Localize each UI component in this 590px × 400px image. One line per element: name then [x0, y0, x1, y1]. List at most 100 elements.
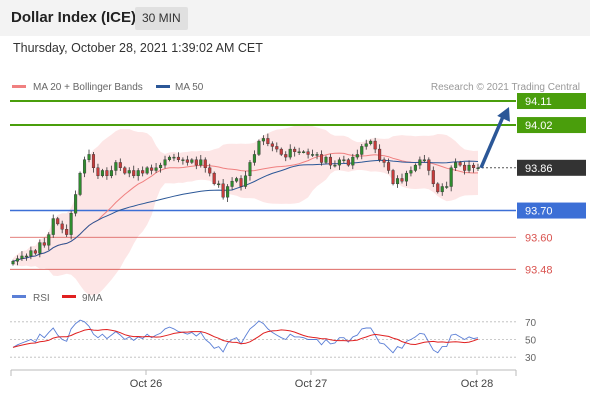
candle-body — [297, 151, 301, 153]
candle-body — [15, 258, 20, 262]
candle-body — [203, 159, 207, 169]
candle — [118, 158, 122, 172]
pivot-tag — [517, 202, 586, 219]
candle-body — [96, 167, 100, 177]
candle-body — [190, 159, 194, 163]
candle-body — [369, 140, 373, 144]
candle-body — [74, 194, 78, 214]
candle — [105, 167, 109, 180]
candle-body — [141, 170, 145, 174]
candle — [476, 163, 480, 172]
candle — [243, 171, 248, 189]
candle — [221, 179, 225, 200]
ma50-legend-swatch — [156, 85, 170, 88]
candle-body — [91, 154, 96, 168]
candle — [261, 135, 265, 146]
candle — [418, 156, 422, 170]
candle-body — [328, 156, 332, 166]
candle — [306, 148, 310, 159]
candle-body — [132, 170, 136, 177]
rsi-legend-label: RSI — [33, 293, 50, 304]
candle-body — [47, 234, 51, 246]
candle — [360, 144, 364, 160]
candle — [230, 177, 234, 190]
instrument-title: Dollar Index (ICE) — [11, 9, 137, 26]
candle-body — [279, 148, 283, 155]
candle-body — [467, 164, 471, 171]
candle-body — [463, 164, 467, 171]
candle — [409, 166, 413, 177]
x-tick-label: Oct 26 — [130, 378, 162, 390]
candle-body — [24, 255, 28, 258]
candle — [91, 152, 96, 173]
candle-body — [56, 218, 60, 225]
candle — [60, 220, 64, 234]
pivot-tag-label: 93.70 — [525, 206, 553, 218]
candle — [382, 157, 386, 168]
candle — [266, 133, 270, 147]
candle-body — [364, 143, 368, 147]
candle — [56, 216, 60, 226]
candle-body — [109, 170, 113, 177]
candle-body — [33, 250, 37, 254]
candle — [454, 158, 458, 172]
candle-body — [266, 138, 270, 144]
candle-body — [136, 170, 140, 177]
candle — [252, 150, 256, 166]
candle — [217, 180, 221, 188]
candle — [78, 171, 82, 197]
candle-body — [351, 156, 355, 166]
candle-body — [199, 159, 203, 166]
candle-body — [270, 143, 274, 147]
chart-datetime: Thursday, October 28, 2021 1:39:02 AM CE… — [13, 41, 263, 55]
candle-body — [413, 164, 417, 171]
candle — [467, 160, 471, 173]
candle-body — [458, 162, 462, 166]
candle — [311, 149, 315, 157]
ma20-legend-label: MA 20 + Bollinger Bands — [33, 82, 143, 93]
candle — [395, 175, 400, 188]
candle — [159, 162, 163, 173]
candle — [172, 153, 176, 162]
candle — [69, 210, 73, 240]
candle-body — [261, 138, 265, 142]
candle-body — [324, 156, 328, 163]
resistance-tag — [517, 117, 586, 134]
candle — [239, 175, 243, 191]
x-tick-label: Oct 27 — [295, 378, 327, 390]
candle-body — [355, 154, 359, 158]
candle-body — [11, 261, 15, 265]
rsi-ma-legend-label: 9MA — [82, 293, 103, 304]
candle-body — [208, 167, 212, 174]
candle — [24, 253, 28, 261]
candle — [47, 232, 51, 251]
candle-body — [284, 154, 288, 158]
candle — [293, 146, 297, 157]
candle — [364, 139, 368, 150]
interval-button[interactable]: 30 MIN — [135, 7, 188, 30]
candle-body — [395, 178, 400, 185]
candle-body — [69, 213, 73, 235]
candle — [150, 164, 154, 175]
candle-body — [427, 159, 431, 171]
candle-body — [145, 167, 149, 174]
support-label: 93.48 — [525, 264, 553, 276]
candle-body — [378, 148, 382, 160]
candle — [38, 239, 42, 258]
candle-body — [360, 146, 364, 155]
candle-body — [471, 164, 476, 168]
candle — [427, 157, 431, 176]
candle-body — [127, 170, 131, 174]
candle-body — [212, 172, 216, 185]
candle — [235, 176, 239, 183]
last-price-tag — [517, 159, 586, 176]
candle — [51, 214, 55, 238]
candle-body — [100, 170, 104, 177]
candle — [400, 173, 404, 184]
candle — [185, 155, 189, 166]
candle — [431, 166, 435, 188]
candle — [11, 259, 15, 266]
candle-body — [337, 159, 341, 166]
candle-body — [404, 172, 409, 182]
candle-body — [185, 159, 189, 163]
